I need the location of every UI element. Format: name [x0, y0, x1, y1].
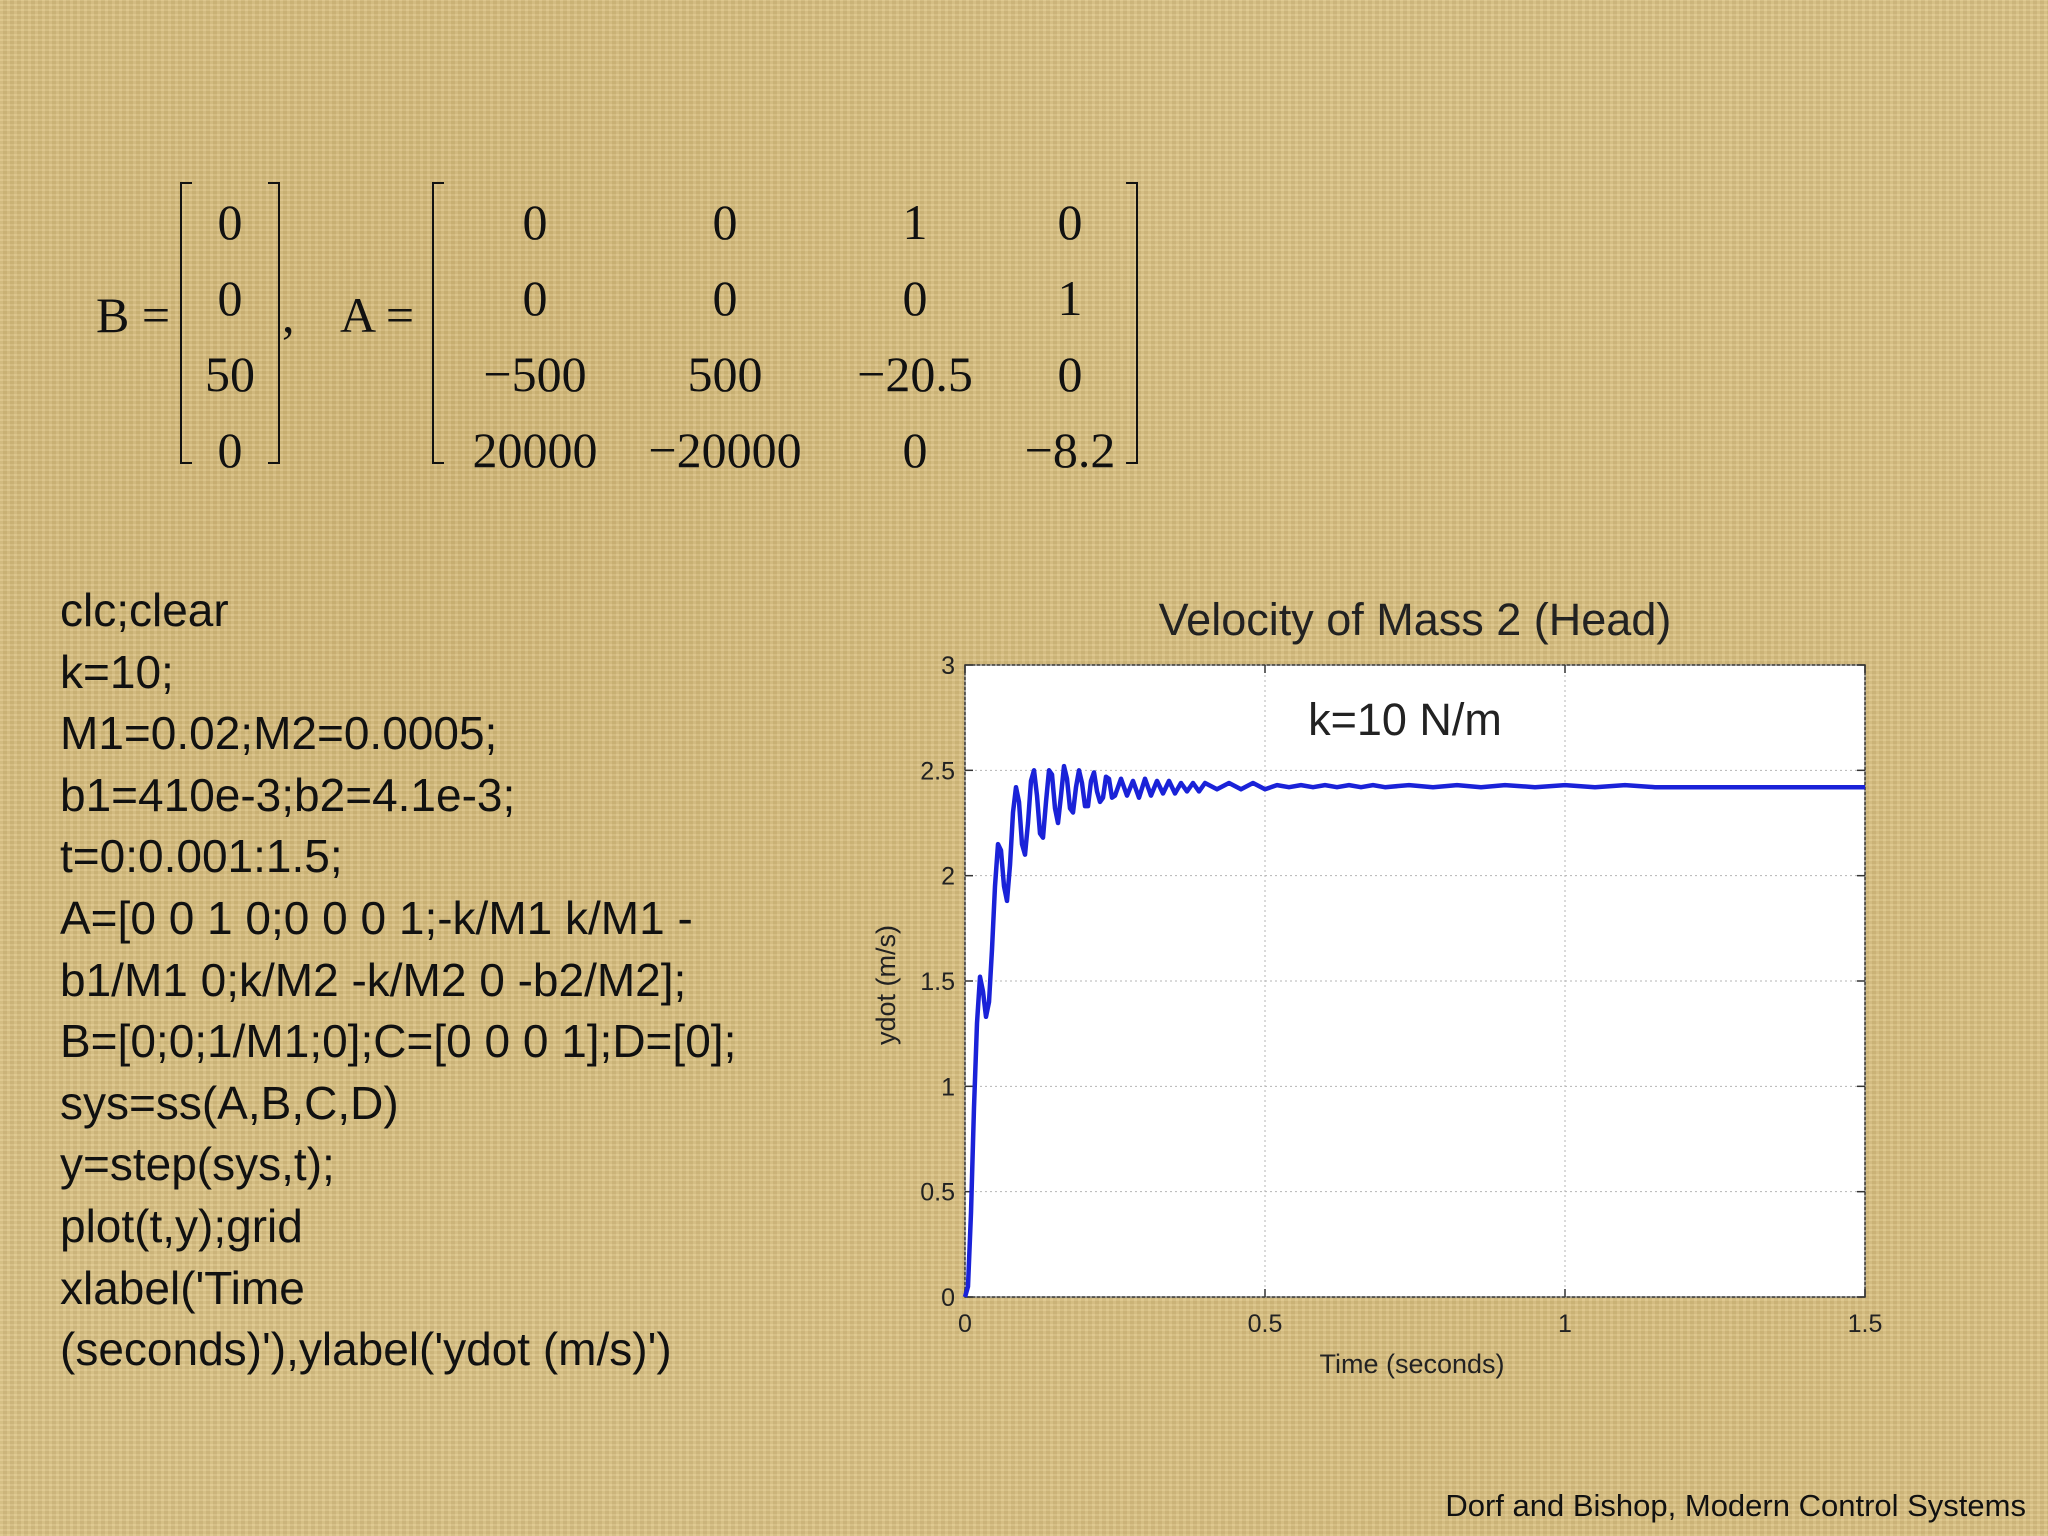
- code-line: b1/M1 0;k/M2 -k/M2 0 -b2/M2];: [60, 953, 687, 1006]
- y-tick-label: 1.5: [920, 968, 955, 996]
- matrix-a-cell: 0: [902, 422, 928, 478]
- matrix-separator-comma: ,: [282, 287, 295, 343]
- matrix-a-cell: 500: [687, 346, 763, 402]
- matrix-b-cell: 0: [217, 270, 243, 326]
- matrix-a-cell: 0: [1057, 194, 1083, 250]
- y-tick-label: 2.5: [920, 757, 955, 785]
- matrix-a-cell: 1: [902, 194, 928, 250]
- matrix-b-left-bracket: [180, 182, 192, 464]
- matrix-a-cell: 0: [902, 270, 928, 326]
- code-line: A=[0 0 1 0;0 0 0 1;-k/M1 k/M1 -: [60, 891, 693, 944]
- velocity-chart: Velocity of Mass 2 (Head) 0 0.5 1 1.5 0 0.5 1 1…: [871, 594, 1882, 1379]
- matrix-b-cell: 0: [217, 194, 243, 250]
- tick-labels: 0 0.5 1 1.5 0 0.5 1 1.5 2 2.5 3: [920, 652, 1882, 1338]
- matrix-a-cell: 0: [712, 270, 738, 326]
- matlab-code-block: clc;clear k=10; M1=0.02;M2=0.0005; b1=410e-…: [60, 580, 820, 1381]
- x-tick-label: 1.5: [1848, 1310, 1883, 1338]
- matrix-b-right-bracket: [268, 182, 280, 464]
- chart-title: Velocity of Mass 2 (Head): [1159, 594, 1672, 645]
- x-tick-label: 0.5: [1248, 1310, 1283, 1338]
- series-line-ydot: [962, 763, 1865, 1298]
- matrix-a-cell: 1: [1057, 270, 1083, 326]
- matrix-a-cell: 0: [522, 270, 548, 326]
- matrix-a: 0 0 1 0 0 0 0 1 −500 500 −20.5 0 20000 −20000 0 −8.2: [440, 184, 1130, 488]
- y-tick-label: 0: [941, 1284, 955, 1312]
- x-tick-label: 1: [1558, 1310, 1572, 1338]
- matrix-equations: B = 0 0 50 0 , A = 0 0 1 0 0 0 0 1 −500 500 −20.5 0 200…: [90, 170, 1150, 480]
- code-line: (seconds)'),ylabel('ydot (m/s)'): [60, 1323, 672, 1376]
- matrix-b-cell: 0: [217, 422, 243, 478]
- matrix-a-cell: 0: [1057, 346, 1083, 402]
- matrix-a-cell: −20.5: [857, 346, 973, 402]
- x-axis-label: Time (seconds): [1319, 1349, 1504, 1379]
- code-line: xlabel('Time: [60, 1261, 305, 1314]
- code-line: clc;clear: [60, 584, 229, 636]
- y-tick-label: 1: [941, 1073, 955, 1101]
- matrix-a-cell: −20000: [648, 422, 802, 478]
- code-line: sys=ss(A,B,C,D): [60, 1076, 399, 1129]
- matrix-a-right-bracket: [1126, 182, 1138, 464]
- code-line: B=[0;0;1/M1;0];C=[0 0 0 1];D=[0];: [60, 1015, 737, 1068]
- y-tick-label: 3: [941, 652, 955, 680]
- matrix-a-cell: 0: [712, 194, 738, 250]
- x-tick-label: 0: [958, 1310, 972, 1338]
- y-axis-label: ydot (m/s): [871, 925, 901, 1045]
- code-line: t=0:0.001:1.5;: [60, 830, 343, 883]
- matrix-a-cell: −500: [483, 346, 587, 402]
- matrix-b: 0 0 50 0: [190, 184, 270, 488]
- matrix-a-cell: 0: [522, 194, 548, 250]
- matrix-a-left-bracket: [432, 182, 444, 464]
- source-citation: Dorf and Bishop, Modern Control Systems: [1445, 1488, 2026, 1523]
- code-line: y=step(sys,t);: [60, 1138, 335, 1191]
- code-line: b1=410e-3;b2=4.1e-3;: [60, 768, 516, 821]
- y-tick-label: 0.5: [920, 1179, 955, 1207]
- matrix-a-label: A =: [340, 287, 415, 343]
- matrix-a-cell: −8.2: [1024, 422, 1116, 478]
- code-line: k=10;: [60, 645, 174, 698]
- y-tick-label: 2: [941, 863, 955, 891]
- code-line: M1=0.02;M2=0.0005;: [60, 707, 498, 760]
- matrix-a-cell: 20000: [472, 422, 598, 478]
- matrix-b-label: B =: [96, 287, 171, 343]
- chart-annotation-k: k=10 N/m: [1308, 694, 1502, 745]
- matrix-b-cell: 50: [205, 346, 255, 402]
- code-line: plot(t,y);grid: [60, 1199, 303, 1252]
